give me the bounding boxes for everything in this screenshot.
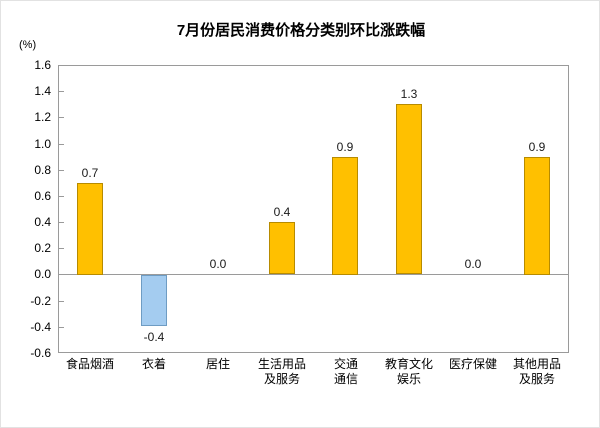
zero-baseline: [58, 274, 569, 275]
chart-title: 7月份居民消费价格分类别环比涨跌幅: [176, 22, 426, 39]
y-tick-mark: [59, 144, 64, 145]
x-category-label-line: 生活用品: [257, 357, 306, 371]
value-label: 0.9: [336, 140, 354, 154]
bar-生活用品及服务: [269, 222, 295, 274]
y-tick-label: 1.4: [34, 84, 51, 99]
y-tick-label: 0.6: [34, 188, 51, 203]
y-tick-label: 0.8: [34, 162, 51, 177]
value-label: 0.0: [464, 257, 482, 271]
x-category-label-line: 及服务: [263, 372, 300, 386]
y-tick-label: -0.2: [30, 293, 51, 308]
x-category-label: 居住: [186, 357, 250, 372]
x-category-label-line: 食品烟酒: [65, 357, 114, 371]
y-tick-label: -0.6: [30, 346, 51, 360]
x-category-label: 交通 通信: [314, 357, 378, 387]
y-tick-mark: [59, 196, 64, 197]
y-tick-label: 0.2: [34, 241, 51, 256]
x-category-label-line: 衣着: [141, 357, 166, 371]
x-category-label-line: 娱乐: [396, 372, 421, 386]
y-tick-label: 1.2: [34, 110, 51, 125]
bar-教育文化娱乐: [396, 104, 422, 274]
bar-交通通信: [332, 157, 358, 275]
bar-食品烟酒: [77, 183, 103, 275]
y-tick-label: 0.4: [34, 215, 51, 230]
y-tick-label: 0.0: [34, 267, 51, 282]
y-tick-label: -0.4: [30, 319, 51, 334]
x-category-label-line: 其他用品: [512, 357, 561, 371]
x-category-label-line: 医疗保健: [448, 357, 497, 371]
value-label: 1.3: [400, 87, 418, 101]
value-label: 0.7: [81, 166, 99, 180]
x-category-label: 食品烟酒: [58, 357, 122, 372]
value-label: 0.0: [209, 257, 227, 271]
bar-其他用品及服务: [524, 157, 550, 275]
y-tick-label: 1.6: [34, 58, 51, 72]
y-tick-mark: [59, 327, 64, 328]
value-label: -0.4: [143, 330, 165, 344]
x-category-label: 其他用品 及服务: [505, 357, 569, 387]
y-tick-mark: [59, 117, 64, 118]
x-category-label-line: 教育文化: [384, 357, 433, 371]
plot-area: [58, 65, 569, 353]
x-category-label-line: 及服务: [518, 372, 555, 386]
y-tick-mark: [59, 170, 64, 171]
value-label: 0.4: [273, 205, 291, 219]
y-tick-label: 1.0: [34, 136, 51, 151]
y-tick-mark: [59, 301, 64, 302]
x-category-label: 衣着: [122, 357, 186, 372]
y-axis-unit-label: (%): [19, 39, 37, 51]
y-tick-mark: [59, 91, 64, 92]
x-category-label-line: 居住: [205, 357, 230, 371]
bar-衣着: [141, 275, 167, 326]
x-category-label: 医疗保健: [441, 357, 505, 372]
x-category-label: 教育文化 娱乐: [377, 357, 441, 387]
value-label: 0.9: [528, 140, 546, 154]
y-tick-mark: [59, 222, 64, 223]
x-category-label: 生活用品 及服务: [250, 357, 314, 387]
y-tick-mark: [59, 248, 64, 249]
x-category-label-line: 交通: [333, 357, 358, 371]
x-category-label-line: 通信: [333, 372, 358, 386]
